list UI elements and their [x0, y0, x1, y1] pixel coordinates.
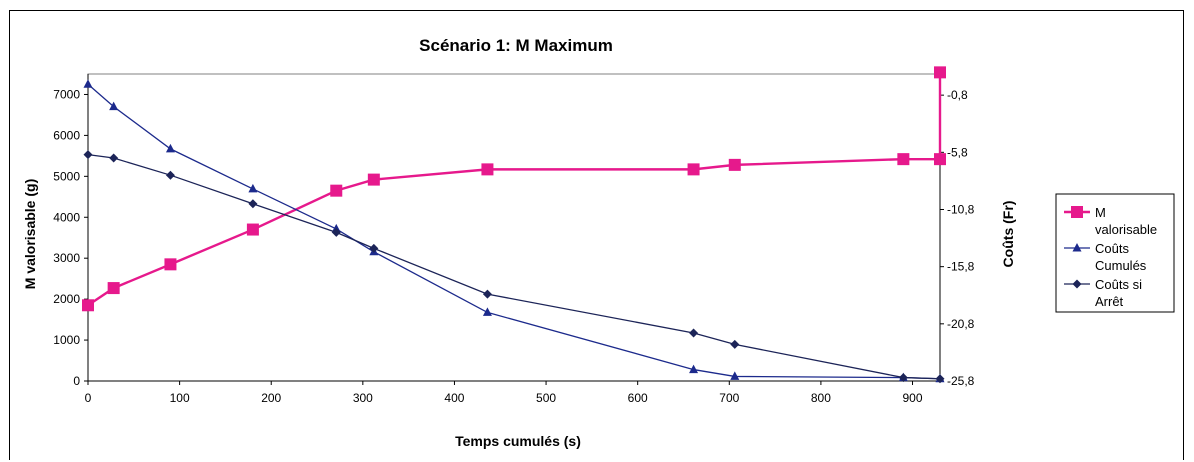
plot-area: 0 100 200 300 400 500 600 700 800 900 0 1000 2000 300… — [53, 66, 975, 405]
legend-label: Arrêt — [1095, 294, 1124, 309]
x-tick-label: 100 — [170, 391, 190, 405]
y2-tick-label: -0,8 — [947, 88, 968, 102]
data-point — [687, 163, 700, 176]
y-tick-label: 3000 — [53, 251, 80, 265]
data-point — [248, 199, 258, 209]
x-axis-title: Temps cumulés (s) — [455, 433, 581, 449]
data-point — [330, 184, 343, 197]
series-0 — [82, 66, 946, 312]
chart-title: Scénario 1: M Maximum — [419, 36, 613, 55]
x-tick-label: 700 — [719, 391, 739, 405]
legend-label: Cumulés — [1095, 258, 1147, 273]
data-point — [482, 289, 492, 299]
y-tick-label: 5000 — [53, 169, 80, 183]
data-point — [165, 170, 175, 180]
series-line — [87, 72, 942, 307]
chart-frame: Scénario 1: M Maximum 0 100 200 300 400 500 60… — [9, 10, 1184, 460]
data-point — [728, 158, 741, 171]
chart-svg: Scénario 1: M Maximum 0 100 200 300 400 500 60… — [22, 36, 1175, 449]
legend-label: Coûts — [1095, 241, 1129, 256]
y2-tick-label: -25,8 — [947, 374, 975, 388]
y-tick-label: 7000 — [53, 87, 80, 101]
x-tick-label: 200 — [261, 391, 281, 405]
legend-marker — [1072, 279, 1082, 289]
y2-tick-label: -5,8 — [947, 145, 968, 159]
series-line — [87, 83, 941, 380]
y-tick-label: 6000 — [53, 128, 80, 142]
data-point — [934, 66, 946, 79]
data-point — [482, 307, 492, 316]
x-tick-label: 300 — [353, 391, 373, 405]
x-tick-label: 600 — [628, 391, 648, 405]
data-point — [82, 299, 94, 312]
x-tick-label: 0 — [85, 391, 92, 405]
data-point — [367, 173, 380, 186]
data-point — [165, 143, 175, 153]
legend-marker — [1072, 243, 1082, 252]
data-point — [83, 150, 93, 160]
y2-tick-label: -15,8 — [947, 260, 975, 274]
x-tick-label: 800 — [811, 391, 831, 405]
y2-tick-label: -10,8 — [947, 202, 975, 216]
y-axis-title: M valorisable (g) — [22, 179, 38, 289]
data-point — [730, 339, 740, 349]
x-tick-label: 500 — [536, 391, 556, 405]
plot-border — [87, 73, 941, 382]
data-point — [109, 101, 119, 111]
data-point — [897, 153, 910, 166]
data-point — [331, 227, 341, 237]
legend-label: valorisable — [1095, 222, 1157, 237]
data-point — [898, 373, 908, 383]
data-point — [164, 258, 177, 271]
data-point — [934, 153, 946, 166]
data-point — [109, 153, 119, 163]
legend-marker — [1071, 206, 1083, 218]
data-point — [369, 243, 379, 253]
data-point — [107, 282, 120, 295]
data-point — [689, 328, 699, 338]
data-point — [83, 79, 93, 88]
data-point — [481, 163, 494, 176]
y2-axis-title: Coûts (Fr) — [1000, 201, 1016, 268]
y-tick-label: 1000 — [53, 333, 80, 347]
series-line — [87, 153, 941, 380]
data-point — [246, 223, 259, 236]
legend-label: M — [1095, 205, 1106, 220]
data-point — [689, 364, 699, 374]
y2-tick-label: -20,8 — [947, 317, 975, 331]
y-tick-label: 4000 — [53, 210, 80, 224]
data-point — [248, 183, 258, 193]
data-point — [935, 374, 945, 384]
legend-label: Coûts si — [1095, 277, 1142, 292]
series-1 — [83, 79, 945, 383]
y-tick-label: 2000 — [53, 292, 80, 306]
series-2 — [83, 150, 945, 384]
x-tick-label: 900 — [903, 391, 923, 405]
x-tick-label: 400 — [444, 391, 464, 405]
y-tick-label: 0 — [73, 374, 80, 388]
data-point — [730, 371, 740, 380]
